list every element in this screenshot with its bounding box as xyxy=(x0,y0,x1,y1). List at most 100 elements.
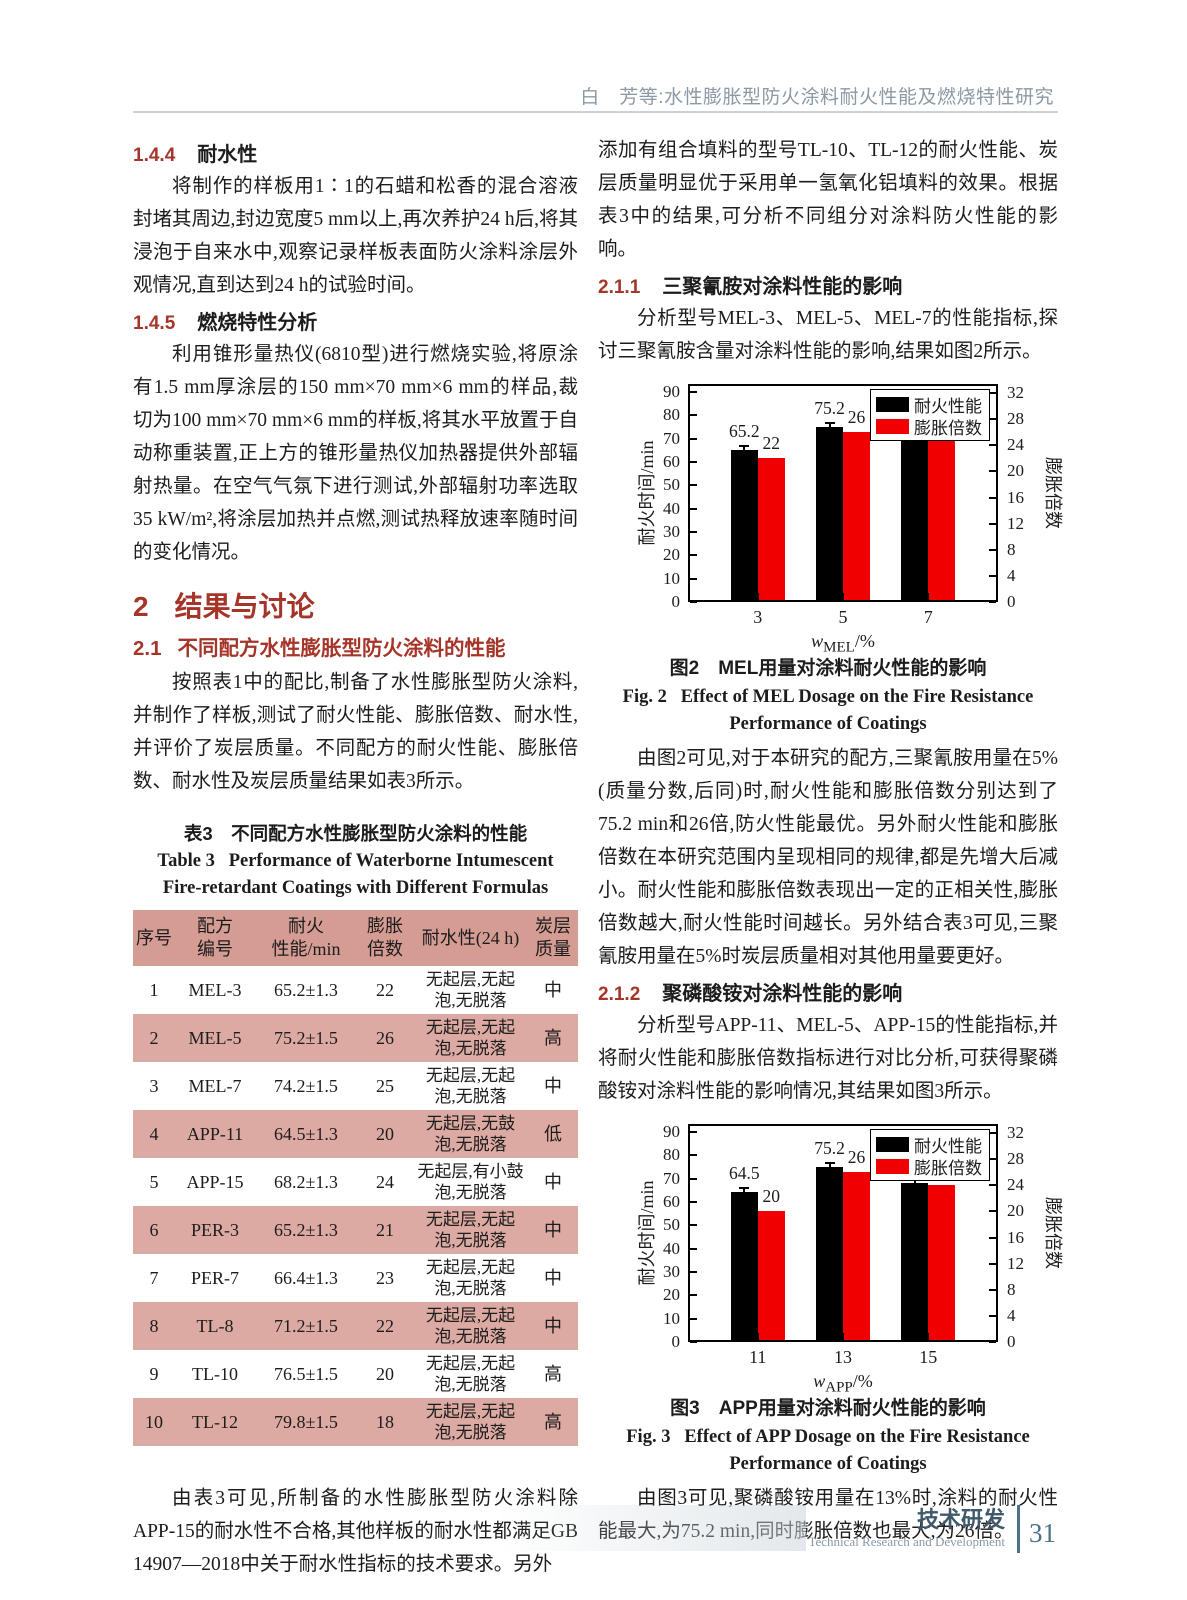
right-axis-tick-label: 20 xyxy=(1007,1201,1024,1221)
right-axis-tick-label: 8 xyxy=(1007,539,1016,559)
error-bar-line xyxy=(743,446,746,454)
right-axis-tick xyxy=(989,1262,996,1265)
table-caption-en-line2: Fire-retardant Coatings with Different F… xyxy=(162,878,549,898)
table-cell: 中 xyxy=(544,1075,562,1096)
paragraph-2-1-1: 分析型号MEL-3、MEL-5、MEL-7的性能指标,探讨三聚氰胺含量对涂料性能… xyxy=(598,308,1058,362)
table-cell: 65.2±1.3 xyxy=(274,1219,338,1240)
heading-number: 1.4.4 xyxy=(133,145,176,166)
paragraph-table-discussion: 由表3可见,所制备的水性膨胀型防火涂料除APP-15的耐水性不合格,其他样板的耐… xyxy=(133,1488,578,1575)
figure-2: 0 10 20 30 40 50 60 70 80 90 0 4 8 12 16 20 24 28 32 耐火时间/m… xyxy=(598,376,1063,738)
right-axis-tick-label: 16 xyxy=(1007,1227,1024,1247)
right-axis-tick xyxy=(989,1341,996,1343)
table-header-cell: 膨胀 倍数 xyxy=(357,910,413,966)
table-cell: TL-10 xyxy=(192,1363,238,1384)
content: 1.4.4 耐水性 将制作的样板用1∶1的石蜡和松香的混合溶液封堵其周边,封边宽度… xyxy=(133,134,1063,1581)
right-axis-tick-label: 32 xyxy=(1007,1123,1024,1143)
left-axis-tick-label: 0 xyxy=(671,1332,681,1351)
x-axis-tick-label: 15 xyxy=(919,1347,938,1367)
table-header-cell: 序号 xyxy=(133,910,175,966)
right-axis-tick xyxy=(989,601,996,603)
table-cell: 中 xyxy=(544,979,562,1000)
right-axis-tick xyxy=(989,470,996,473)
x-axis-label: wMEL/% xyxy=(811,631,875,656)
legend-swatch-icon xyxy=(876,396,909,412)
left-axis-tick xyxy=(690,1317,697,1320)
left-axis-tick-label: 20 xyxy=(663,545,680,565)
table-cell: 无起层,无起 泡,无脱落 xyxy=(425,970,516,1010)
heading-number: 2.1.1 xyxy=(598,277,641,298)
table-cell: 66.4±1.3 xyxy=(274,1267,338,1288)
figure2-caption-en-line1: Fig. 2 Effect of MEL Dosage on the Fire … xyxy=(622,687,1034,707)
table-cell: 64.5±1.3 xyxy=(274,1123,338,1144)
paragraph-continuation: 添加有组合填料的型号TL-10、TL-12的耐火性能、炭层质量明显优于采用单一氢… xyxy=(598,140,1058,260)
table-cell: 8 xyxy=(149,1315,159,1336)
table-cell: TL-12 xyxy=(192,1411,238,1432)
table-cell: 高 xyxy=(544,1411,562,1432)
left-axis-tick xyxy=(690,554,697,557)
right-axis-tick-label: 0 xyxy=(1007,1332,1016,1351)
figure2-bar-chart: 0 10 20 30 40 50 60 70 80 90 0 4 8 12 16 20 24 28 32 耐火时间/m… xyxy=(630,376,1066,656)
left-axis-tick-label: 50 xyxy=(663,1215,680,1235)
table-cell: 高 xyxy=(544,1027,562,1048)
left-axis-tick xyxy=(690,577,697,580)
paragraph-water-resistance: 将制作的样板用1∶1的石蜡和松香的混合溶液封堵其周边,封边宽度5 mm以上,再次… xyxy=(133,176,578,296)
table-cell: 10 xyxy=(145,1411,163,1432)
error-bar-cap xyxy=(739,445,750,447)
x-axis-tick xyxy=(842,593,844,600)
error-bar-cap xyxy=(739,1187,750,1189)
right-axis-tick xyxy=(989,574,996,577)
table-cell: 21 xyxy=(376,1219,394,1240)
left-axis-tick xyxy=(690,1201,697,1204)
right-axis-tick xyxy=(989,1184,996,1187)
right-axis-tick-label: 12 xyxy=(1007,513,1024,533)
table-cell: 26 xyxy=(376,1027,394,1048)
table-cell: 4 xyxy=(149,1123,159,1144)
table-header-cell: 配方 编号 xyxy=(175,910,255,966)
heading-number: 2.1 xyxy=(133,637,162,660)
heading-title: 结果与讨论 xyxy=(174,591,315,622)
table-cell: APP-15 xyxy=(186,1171,244,1192)
table-cell: 无起层,无起 泡,无脱落 xyxy=(425,1210,516,1250)
heading-title: 聚磷酸铵对涂料性能的影响 xyxy=(662,983,903,1005)
table-cell: 中 xyxy=(544,1171,562,1192)
table-cell: 24 xyxy=(376,1171,394,1192)
chart-legend: 耐火性能 膨胀倍数 xyxy=(870,1129,990,1181)
error-bar-cap xyxy=(739,453,750,455)
figure2-caption-en-line2: Performance of Coatings xyxy=(729,714,927,734)
table-header-row: 序号 配方 编号 耐火 性能/min 膨胀 倍数 耐水性(24 h) 炭层 质量 xyxy=(133,910,578,966)
table-caption-en-line1: Table 3 Performance of Waterborne Intume… xyxy=(157,851,554,871)
table-cell: 高 xyxy=(544,1363,562,1384)
bar-value-label: 26 xyxy=(847,407,866,428)
table-cell: 79.8±1.5 xyxy=(274,1411,338,1432)
right-axis-tick xyxy=(989,1132,996,1135)
left-axis-tick-label: 90 xyxy=(663,382,680,402)
figure3-caption-en-line2: Performance of Coatings xyxy=(729,1454,927,1474)
x-axis-tick-label: 5 xyxy=(838,607,848,627)
table-header-cell: 耐水性(24 h) xyxy=(413,910,528,966)
table-cell: 中 xyxy=(544,1315,562,1336)
left-axis-tick xyxy=(690,1131,697,1134)
left-axis-tick xyxy=(690,1271,697,1274)
table-cell: TL-8 xyxy=(196,1315,234,1336)
bar-value-label: 20 xyxy=(762,1186,781,1207)
x-axis-tick-label: 13 xyxy=(834,1347,852,1367)
footer-section-en: Technical Research and Development xyxy=(808,1534,1005,1549)
right-axis-tick-label: 4 xyxy=(1007,565,1016,585)
table-row: 1 MEL-3 65.2±1.3 22 无起层,无起 泡,无脱落 中 xyxy=(133,966,578,1014)
table-cell: 中 xyxy=(544,1219,562,1240)
table-row: 6 PER-3 65.2±1.3 21 无起层,无起 泡,无脱落 中 xyxy=(133,1206,578,1254)
table-cell: 76.5±1.5 xyxy=(274,1363,338,1384)
figure3-caption-en-line1: Fig. 3 Effect of APP Dosage on the Fire … xyxy=(626,1427,1030,1447)
table-cell: 25 xyxy=(376,1075,394,1096)
right-axis-tick-label: 24 xyxy=(1007,1175,1024,1195)
table-caption-zh: 表3 不同配方水性膨胀型防火涂料的性能 xyxy=(183,823,528,844)
left-axis-tick-label: 50 xyxy=(663,475,680,495)
table-cell: 18 xyxy=(376,1411,394,1432)
left-axis-tick xyxy=(690,1294,697,1297)
heading-number: 2.1.2 xyxy=(598,984,641,1005)
left-axis-tick-label: 10 xyxy=(663,568,680,588)
right-axis-tick xyxy=(989,418,996,421)
left-axis-tick-label: 20 xyxy=(663,1285,680,1305)
left-axis-tick xyxy=(690,391,697,394)
heading-title: 燃烧特性分析 xyxy=(197,312,318,334)
